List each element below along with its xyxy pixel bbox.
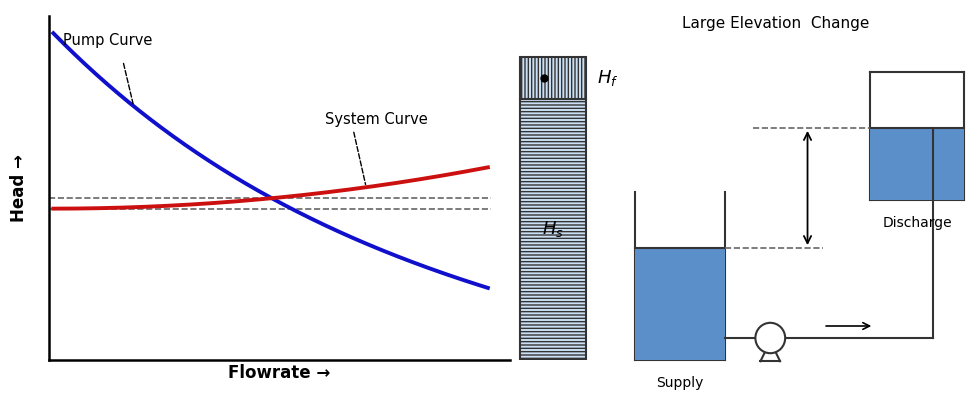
Bar — [520, 98, 586, 360]
Bar — [520, 57, 586, 98]
Text: Discharge: Discharge — [882, 216, 953, 230]
X-axis label: Flowrate →: Flowrate → — [228, 364, 330, 382]
Text: Head →: Head → — [10, 154, 28, 222]
Bar — [635, 248, 725, 360]
Text: Large Elevation  Change: Large Elevation Change — [682, 16, 870, 31]
Text: Pump Curve: Pump Curve — [63, 33, 152, 48]
Text: $H_f$: $H_f$ — [597, 68, 619, 88]
Text: System Curve: System Curve — [325, 112, 428, 127]
Text: $H_s$: $H_s$ — [542, 219, 564, 239]
Bar — [870, 128, 964, 200]
Circle shape — [756, 323, 785, 353]
Text: Supply: Supply — [657, 376, 704, 390]
